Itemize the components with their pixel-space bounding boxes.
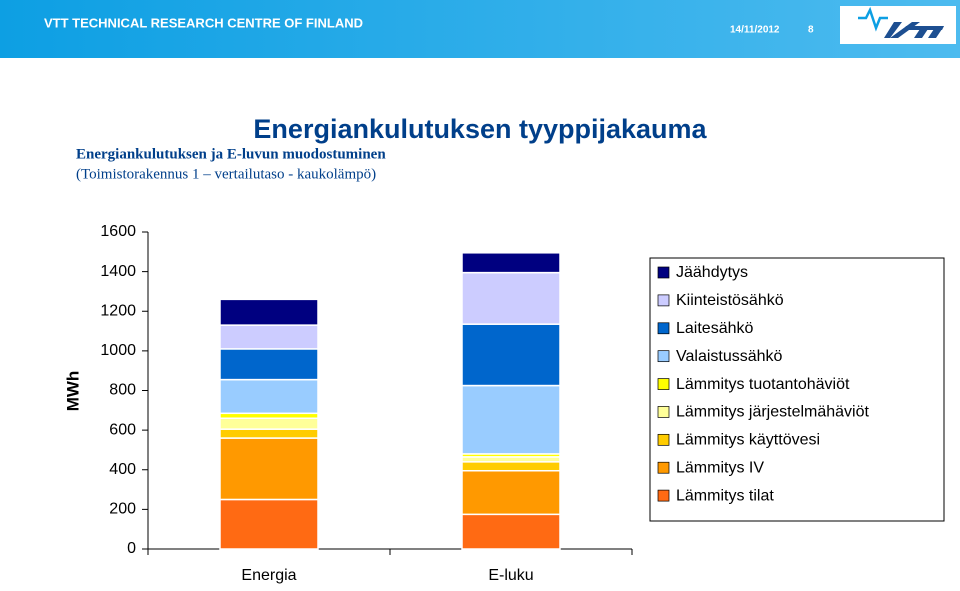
subtitle: Energiankulutuksen ja E-luvun muodostumi… [76,146,386,162]
legend-label: Laitesähkö [676,320,753,337]
bar-segment [219,378,319,415]
y-tick-label: 1200 [100,302,136,319]
bar-segment [461,469,561,516]
bar-segment [461,513,561,550]
bar-segment [219,348,319,381]
bar-segment [461,461,561,472]
bar-segment [461,323,561,387]
y-tick-label: 800 [109,382,136,399]
legend-swatch [657,489,670,502]
y-tick-label: 600 [109,421,136,438]
legend-swatch [657,266,670,279]
legend-label: Lämmitys tuotantohäviöt [676,376,850,393]
legend-label: Jäähdytys [676,264,748,281]
organization: VTT TECHNICAL RESEARCH CENTRE OF FINLAND [44,15,363,30]
bar-segment [461,252,561,274]
y-tick-label: 1400 [100,263,136,280]
logo [840,6,956,44]
legend-swatch [657,294,670,307]
bar-segment [461,384,561,455]
legend-swatch [657,322,670,335]
legend-swatch [657,461,670,474]
page-number: 8 [808,25,814,36]
bar-segment [461,271,561,325]
y-tick-label: 0 [127,540,136,557]
legend-label: Valaistussähkö [676,348,783,365]
bar-segment [219,417,319,430]
header-bar [0,0,960,58]
x-tick-label: Energia [241,567,296,584]
legend-swatch [657,406,670,418]
subtitle: (Toimistorakennus 1 – vertailutaso - kau… [76,166,376,182]
y-tick-label: 1000 [100,342,136,359]
y-axis-label: MWh [63,371,82,412]
legend-label: Kiinteistösähkö [676,292,784,309]
legend-box [649,257,945,522]
bar-segment [219,428,319,439]
legend-swatch [657,350,670,363]
bar-segment [219,324,319,350]
chart: 0 200 400 600 800 1000 1200 1400 1600 Energia E-lu… [100,223,945,584]
legend-label: Lämmitys järjestelmähäviöt [676,404,870,421]
bar-segment [219,298,319,326]
x-tick-label: E-luku [488,567,533,584]
y-tick-label: 1600 [100,223,136,240]
bar-segment [219,498,319,550]
legend-label: Lämmitys IV [676,459,764,476]
legend-swatch [657,378,670,390]
legend-label: Lämmitys tilat [676,487,774,504]
y-tick-label: 200 [109,501,136,518]
bar-segment [219,437,319,501]
title: Energiankulutuksen tyyppijakauma [253,114,707,144]
legend-swatch [657,433,670,446]
legend-label: Lämmitys käyttövesi [676,432,820,449]
date: 14/11/2012 [730,25,780,36]
y-tick-label: 400 [109,461,136,478]
